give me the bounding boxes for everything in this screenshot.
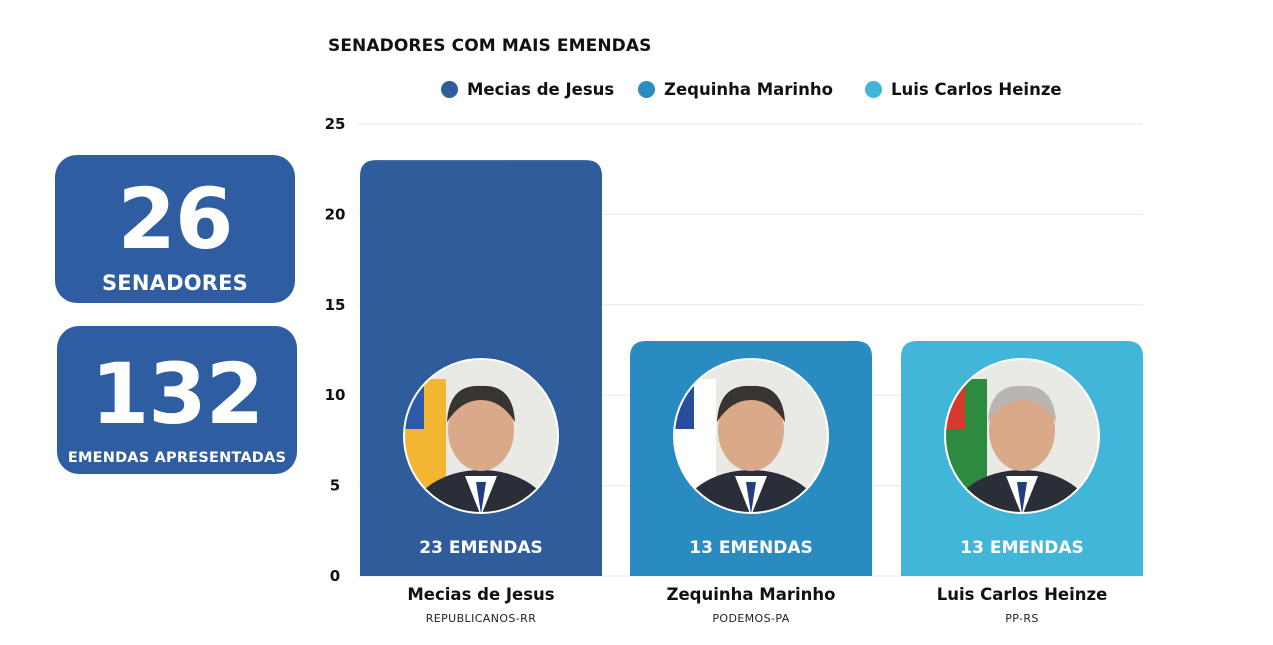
legend-label: Luis Carlos Heinze — [891, 80, 1062, 99]
party-label: REPUBLICANOS-RR — [426, 612, 537, 625]
senator-photo — [403, 358, 559, 514]
category-label: Luis Carlos Heinze — [937, 585, 1108, 604]
bar-value-label: 23 EMENDAS — [419, 538, 542, 558]
legend-label: Mecias de Jesus — [467, 80, 615, 99]
y-tick-label: 25 — [325, 115, 346, 133]
amendments-count: 132 — [90, 345, 264, 443]
senators-label: SENADORES — [101, 271, 249, 295]
y-tick-label: 5 — [330, 477, 340, 495]
party-label: PODEMOS-PA — [712, 612, 789, 625]
y-tick-label: 10 — [325, 386, 346, 404]
legend-item: Luis Carlos Heinze — [865, 79, 1062, 101]
legend-swatch — [441, 81, 458, 98]
category-label: Mecias de Jesus — [407, 585, 554, 604]
legend-swatch — [865, 81, 882, 98]
bar-value-label: 13 EMENDAS — [960, 538, 1083, 558]
legend-item: Mecias de Jesus — [441, 79, 614, 101]
legend-label: Zequinha Marinho — [664, 80, 833, 99]
category-label: Zequinha Marinho — [667, 585, 836, 604]
amendments-count-card: 132 EMENDAS APRESENTADAS — [57, 326, 297, 474]
amendments-label: EMENDAS APRESENTADAS — [67, 450, 287, 466]
senators-count-card: 26 SENADORES — [55, 155, 295, 303]
y-tick-label: 0 — [330, 567, 340, 585]
legend-swatch — [638, 81, 655, 98]
senators-count: 26 — [117, 170, 234, 268]
chart-title: SENADORES COM MAIS EMENDAS — [328, 36, 652, 56]
y-tick-label: 15 — [325, 296, 346, 314]
legend-item: Zequinha Marinho — [638, 79, 833, 101]
y-tick-label: 20 — [325, 205, 346, 223]
party-label: PP-RS — [1005, 612, 1039, 625]
bar-value-label: 13 EMENDAS — [689, 538, 812, 558]
senator-photo — [673, 358, 829, 514]
senator-photo — [944, 358, 1100, 514]
